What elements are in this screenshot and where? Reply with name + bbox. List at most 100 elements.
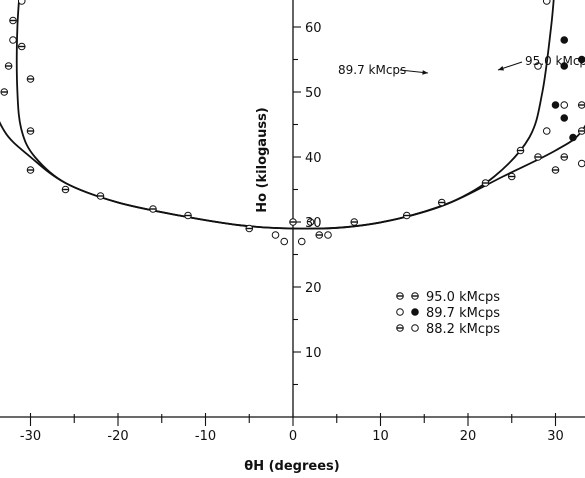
- data-point: [9, 36, 17, 44]
- marker-filled: [560, 114, 569, 122]
- curve-label: 89.7 kMcps: [338, 63, 406, 77]
- legend-marker: [411, 292, 419, 300]
- data-point: [577, 159, 585, 168]
- data-point: [481, 179, 490, 187]
- data-point: [271, 231, 280, 239]
- x-tick-label: 20: [460, 429, 477, 444]
- data-point: [534, 153, 542, 161]
- y-tick-label: 20: [305, 281, 322, 296]
- curve-label: 95.0 kMcps: [525, 54, 585, 68]
- data-point: [4, 62, 13, 70]
- data-point: [26, 166, 35, 174]
- marker-filled: [577, 55, 585, 64]
- axes: [0, 0, 585, 426]
- data-point: [560, 62, 569, 70]
- marker-hollow: [542, 0, 551, 5]
- data-point: [437, 198, 446, 207]
- data-point: [560, 153, 569, 161]
- legend-marker: [396, 292, 404, 300]
- data-point: [17, 42, 26, 51]
- data-point: [577, 127, 585, 135]
- data-point: [61, 185, 70, 194]
- data-point: [149, 205, 157, 213]
- marker-filled: [560, 62, 569, 70]
- legend-marker: [396, 324, 404, 332]
- data-point: [560, 101, 569, 109]
- y-tick-label: 30: [305, 216, 322, 231]
- fit-curve-inner: [0, 0, 555, 230]
- legend-label: 95.0 kMcps: [426, 290, 500, 305]
- marker-hollow: [534, 62, 542, 70]
- marker-filled: [569, 133, 577, 142]
- curve-labels: 89.7 kMcps 95.0 kMcps: [338, 54, 585, 77]
- data-point: [297, 237, 306, 246]
- marker-hollow: [280, 237, 289, 246]
- data-point: [280, 237, 289, 246]
- curves: [0, 0, 585, 230]
- data-point: [560, 114, 569, 122]
- data-point: [245, 224, 254, 233]
- data-point: [577, 101, 585, 109]
- legend-marker: [396, 308, 404, 316]
- data-point: [402, 211, 411, 220]
- tick-labels: -50-40-30-20-100102030405010203040506070…: [20, 21, 564, 444]
- data-point: [551, 101, 560, 109]
- x-tick-label: 0: [289, 429, 297, 444]
- fit-curve-outer: [15, 0, 585, 230]
- marker-hollow: [17, 0, 26, 5]
- marker-hollow: [542, 127, 551, 135]
- data-point: [9, 16, 17, 25]
- data-point: [577, 55, 585, 64]
- marker-filled: [560, 36, 569, 44]
- legend-label: 88.2 kMcps: [426, 322, 500, 337]
- y-tick-label: 60: [305, 21, 322, 36]
- data-point: [350, 218, 359, 226]
- marker-hollow: [297, 237, 306, 246]
- arrowhead-icon: [498, 66, 504, 71]
- legend-marker: [411, 324, 419, 332]
- x-tick-label: 10: [372, 429, 389, 444]
- data-point: [534, 62, 542, 70]
- x-axis-title: θH (degrees): [244, 459, 339, 474]
- data-point: [569, 133, 577, 142]
- data-point: [184, 211, 192, 220]
- marker-hollow: [9, 36, 17, 44]
- data-point: [0, 88, 9, 96]
- legend-label: 89.7 kMcps: [426, 306, 500, 321]
- data-point: [551, 166, 560, 174]
- data-point: [289, 218, 297, 226]
- data-point: [560, 36, 569, 44]
- x-tick-label: -30: [20, 429, 41, 444]
- data-point: [96, 192, 105, 200]
- marker-filled: [411, 308, 419, 316]
- data-point: [315, 231, 324, 239]
- x-tick-label: -10: [195, 429, 216, 444]
- marker-hollow: [306, 218, 315, 226]
- data-point: [516, 146, 525, 155]
- legend-marker: [411, 308, 419, 316]
- marker-hollow: [271, 231, 280, 239]
- arrowhead-icon: [422, 70, 428, 75]
- marker-hollow: [411, 324, 419, 332]
- y-tick-label: 50: [305, 86, 322, 101]
- y-axis-title: Ho (kilogauss): [255, 107, 270, 213]
- marker-hollow: [577, 159, 585, 168]
- x-tick-label: -20: [107, 429, 128, 444]
- marker-hollow: [560, 101, 569, 109]
- y-tick-label: 10: [305, 346, 322, 361]
- data-point: [507, 172, 516, 181]
- data-points: [0, 0, 585, 246]
- marker-hollow: [396, 308, 404, 316]
- marker-filled: [551, 101, 560, 109]
- data-point: [306, 218, 315, 226]
- y-tick-label: 40: [305, 151, 322, 166]
- data-point: [26, 127, 35, 135]
- data-point: [542, 127, 551, 135]
- data-point: [26, 75, 35, 83]
- data-point: [324, 231, 332, 239]
- data-point: [17, 0, 26, 5]
- x-tick-label: 30: [547, 429, 564, 444]
- data-point: [542, 0, 551, 5]
